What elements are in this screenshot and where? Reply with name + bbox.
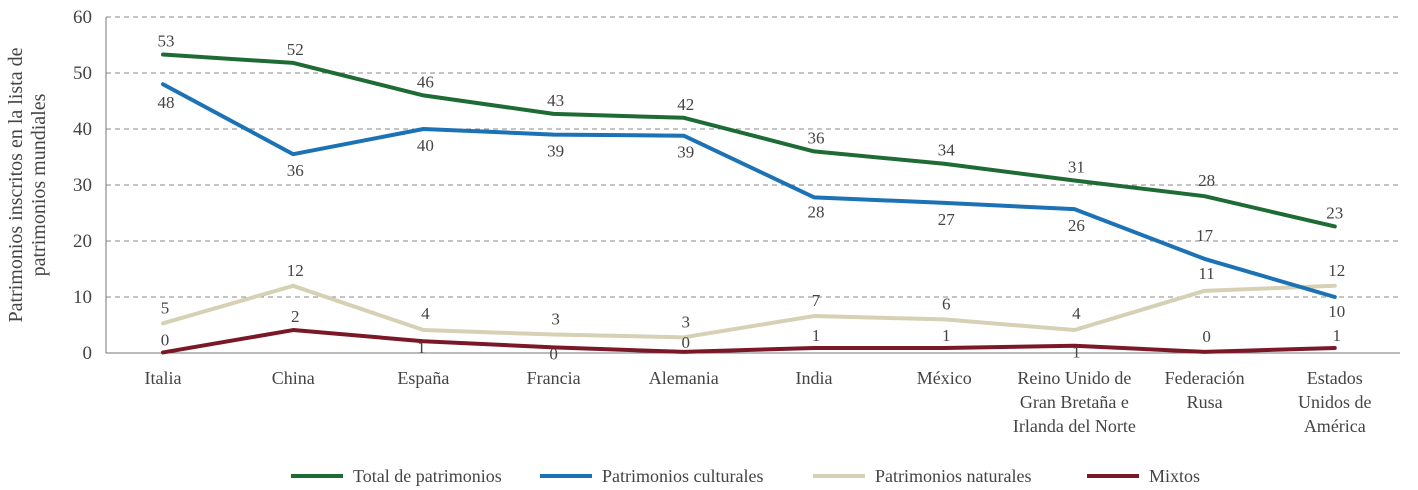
legend-label-0: Total de patrimonios [353,466,502,486]
y-tick-label: 10 [73,287,92,308]
data-label-0-4: 42 [677,95,694,114]
data-label-2-1: 12 [287,261,304,280]
x-axis-category-labels: Italia China España Francia Alemania India Méx… [145,368,1372,436]
x-category-label: México [917,368,972,388]
data-label-1-5: 28 [808,202,825,221]
data-label-2-3: 3 [551,310,560,329]
data-label-3-9: 1 [1333,326,1342,345]
data-label-0-9: 23 [1326,203,1343,222]
x-category-label: Italia [145,368,182,388]
x-category-label: Federación Rusa [1165,368,1245,412]
y-tick-label: 40 [73,119,92,140]
series-line-1 [161,82,1337,299]
y-tick-label: 60 [73,7,92,28]
data-label-0-6: 34 [938,141,956,160]
data-label-0-7: 31 [1068,158,1085,177]
legend-label-1: Patrimonios culturales [602,466,763,486]
x-category-label: Reino Unido de Gran Bretaña e Irlanda del … [1013,368,1136,436]
x-category-label: España [397,368,449,388]
data-label-3-6: 1 [942,326,951,345]
data-label-2-9: 12 [1328,261,1345,280]
data-label-0-0: 53 [158,32,175,51]
data-label-1-7: 26 [1068,216,1085,235]
data-label-2-4: 3 [682,312,691,331]
data-label-3-5: 1 [812,326,821,345]
data-label-2-2: 4 [421,304,430,323]
data-label-0-1: 52 [287,40,304,59]
grid-lines [106,16,1400,298]
data-label-3-8: 0 [1202,327,1211,346]
data-label-1-0: 48 [158,93,175,112]
data-label-2-7: 4 [1072,304,1081,323]
y-tick-label: 0 [83,343,93,364]
y-tick-label: 50 [73,63,92,84]
data-label-2-5: 7 [812,291,821,310]
data-label-1-4: 39 [677,143,694,162]
axes [105,17,1400,354]
y-axis-ticks: 0 10 20 30 40 50 60 [73,7,92,364]
data-label-2-8: 11 [1198,264,1214,283]
data-label-1-2: 40 [417,136,434,155]
data-label-3-1: 2 [291,307,300,326]
data-label-0-2: 46 [417,72,434,91]
data-label-3-2: 1 [417,338,426,357]
data-label-3-7: 1 [1072,343,1081,362]
x-category-label: Estados Unidos de América [1298,368,1372,436]
series-line-3 [161,328,1337,355]
series-line-0 [161,52,1337,229]
x-category-label: Alemania [649,368,719,388]
legend-label-3: Mixtos [1149,466,1200,486]
data-label-0-5: 36 [808,128,825,147]
data-label-3-3: 0 [549,344,558,363]
data-label-2-0: 5 [161,298,170,317]
x-category-label: India [796,368,833,388]
data-label-1-6: 27 [938,210,956,229]
series-line-2 [161,283,1337,340]
y-tick-label: 30 [73,175,92,196]
data-label-2-6: 6 [942,294,951,313]
data-label-0-3: 43 [547,91,564,110]
data-label-1-1: 36 [287,161,304,180]
data-label-1-3: 39 [547,142,564,161]
data-label-0-8: 28 [1198,171,1215,190]
legend: Total de patrimonios Patrimonios cultural… [291,466,1200,486]
data-label-3-0: 0 [161,330,170,349]
y-axis-label-group: Patrimonios inscritos en la lista depatr… [5,47,50,322]
y-axis-label: Patrimonios inscritos en la lista depatr… [5,47,50,322]
data-label-3-4: 0 [682,333,691,352]
y-tick-label: 20 [73,231,92,252]
series-lines [161,52,1337,355]
data-label-1-9: 10 [1328,302,1345,321]
x-category-label: Francia [527,368,581,388]
data-label-1-8: 17 [1196,226,1214,245]
x-category-label: China [272,368,315,388]
legend-label-2: Patrimonios naturales [875,466,1031,486]
